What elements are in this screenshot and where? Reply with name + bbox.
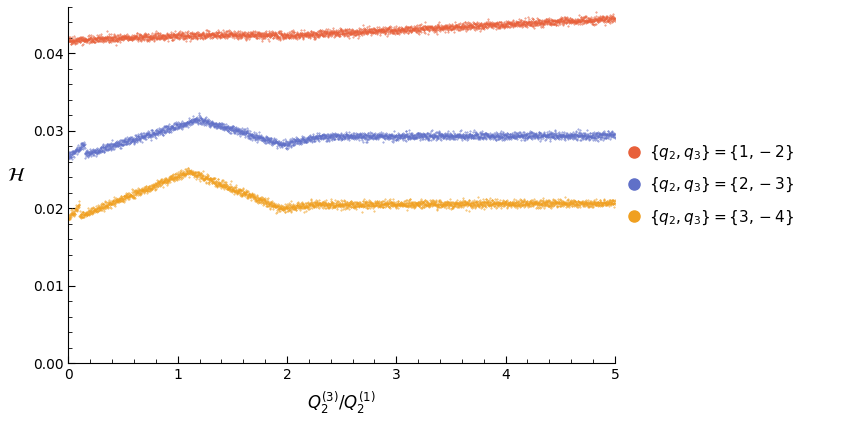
$\{q_2,q_3\}=\{3,-4\}$ bbox=[158, 180, 168, 185]
$\{q_2,q_3\}=\{1,-2\}$ bbox=[599, 15, 609, 20]
X-axis label: $Q_2^{(3)} / Q_2^{(1)}$: $Q_2^{(3)} / Q_2^{(1)}$ bbox=[307, 389, 375, 416]
$\{q_2,q_3\}=\{3,-4\}$ bbox=[63, 217, 73, 222]
Line: $\{q_2,q_3\}=\{3,-4\}$: $\{q_2,q_3\}=\{3,-4\}$ bbox=[68, 168, 615, 220]
$\{q_2,q_3\}=\{3,-4\}$ bbox=[183, 165, 193, 170]
$\{q_2,q_3\}=\{1,-2\}$ bbox=[63, 37, 73, 42]
$\{q_2,q_3\}=\{2,-3\}$ bbox=[599, 131, 609, 136]
$\{q_2,q_3\}=\{1,-2\}$ bbox=[273, 37, 283, 42]
$\{q_2,q_3\}=\{1,-2\}$ bbox=[590, 9, 601, 14]
$\{q_2,q_3\}=\{2,-3\}$ bbox=[273, 138, 283, 143]
$\{q_2,q_3\}=\{3,-4\}$ bbox=[540, 200, 550, 205]
$\{q_2,q_3\}=\{2,-3\}$ bbox=[194, 111, 204, 116]
$\{q_2,q_3\}=\{1,-2\}$ bbox=[540, 19, 550, 24]
$\{q_2,q_3\}=\{2,-3\}$ bbox=[540, 132, 550, 137]
$\{q_2,q_3\}=\{2,-3\}$ bbox=[296, 140, 306, 146]
$\{q_2,q_3\}=\{2,-3\}$ bbox=[609, 135, 619, 140]
$\{q_2,q_3\}=\{1,-2\}$ bbox=[296, 33, 306, 38]
$\{q_2,q_3\}=\{3,-4\}$ bbox=[599, 197, 609, 202]
Legend: $\{q_2,q_3\}=\{1,-2\}$, $\{q_2,q_3\}=\{2,-3\}$, $\{q_2,q_3\}=\{3,-4\}$: $\{q_2,q_3\}=\{1,-2\}$, $\{q_2,q_3\}=\{2… bbox=[627, 138, 800, 233]
$\{q_2,q_3\}=\{1,-2\}$ bbox=[125, 36, 136, 41]
$\{q_2,q_3\}=\{3,-4\}$ bbox=[273, 203, 283, 208]
$\{q_2,q_3\}=\{1,-2\}$ bbox=[609, 16, 619, 22]
$\{q_2,q_3\}=\{3,-4\}$ bbox=[296, 201, 306, 206]
$\{q_2,q_3\}=\{3,-4\}$ bbox=[125, 193, 136, 198]
Y-axis label: $\mathcal{H}$: $\mathcal{H}$ bbox=[7, 166, 26, 185]
$\{q_2,q_3\}=\{3,-4\}$ bbox=[609, 199, 619, 204]
Line: $\{q_2,q_3\}=\{2,-3\}$: $\{q_2,q_3\}=\{2,-3\}$ bbox=[68, 113, 615, 160]
$\{q_2,q_3\}=\{2,-3\}$ bbox=[125, 140, 136, 145]
$\{q_2,q_3\}=\{2,-3\}$ bbox=[63, 157, 73, 162]
$\{q_2,q_3\}=\{1,-2\}$ bbox=[158, 33, 168, 38]
Line: $\{q_2,q_3\}=\{1,-2\}$: $\{q_2,q_3\}=\{1,-2\}$ bbox=[68, 11, 615, 45]
$\{q_2,q_3\}=\{2,-3\}$ bbox=[158, 127, 168, 132]
$\{q_2,q_3\}=\{1,-2\}$ bbox=[77, 42, 87, 47]
